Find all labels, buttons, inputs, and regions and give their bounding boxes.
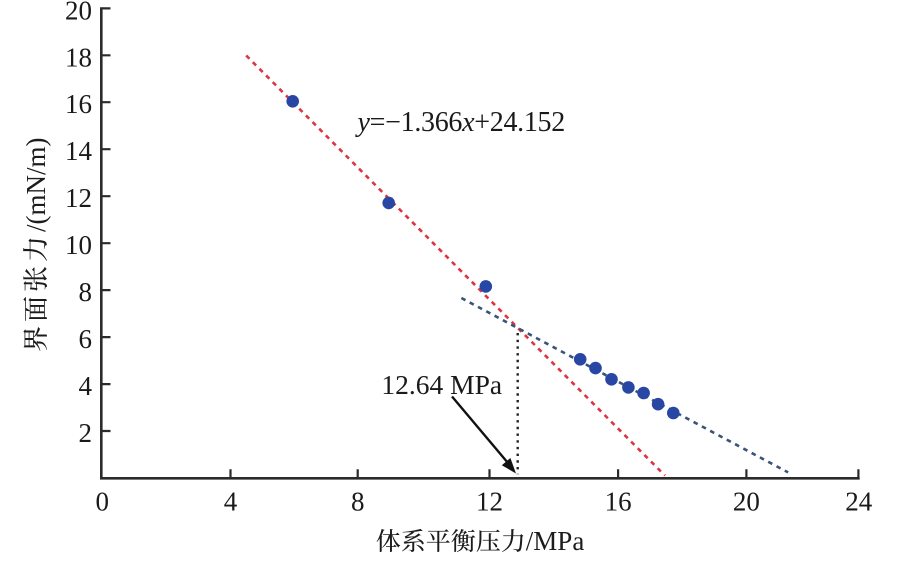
svg-text:16: 16 [605,487,632,517]
svg-text:y=−1.366x+24.152: y=−1.366x+24.152 [355,107,565,138]
svg-text:12: 12 [476,487,503,517]
svg-text:2: 2 [79,418,93,448]
svg-text:0: 0 [96,487,110,517]
svg-text:/MPa: /MPa [526,526,585,556]
svg-text:20: 20 [733,487,760,517]
svg-text:/(mN/m): /(mN/m) [21,138,51,233]
svg-text:8: 8 [79,277,93,307]
svg-text:4: 4 [79,371,93,401]
svg-text:24: 24 [845,487,873,517]
svg-text:12.64 MPa: 12.64 MPa [381,369,502,400]
svg-text:8: 8 [351,487,365,517]
svg-text:4: 4 [224,487,238,517]
svg-text:6: 6 [79,324,93,354]
svg-text:14: 14 [65,136,93,166]
svg-text:20: 20 [65,0,92,25]
svg-text:12: 12 [65,183,92,213]
svg-text:18: 18 [65,42,92,72]
svg-text:16: 16 [65,89,92,119]
svg-text:10: 10 [65,230,92,260]
